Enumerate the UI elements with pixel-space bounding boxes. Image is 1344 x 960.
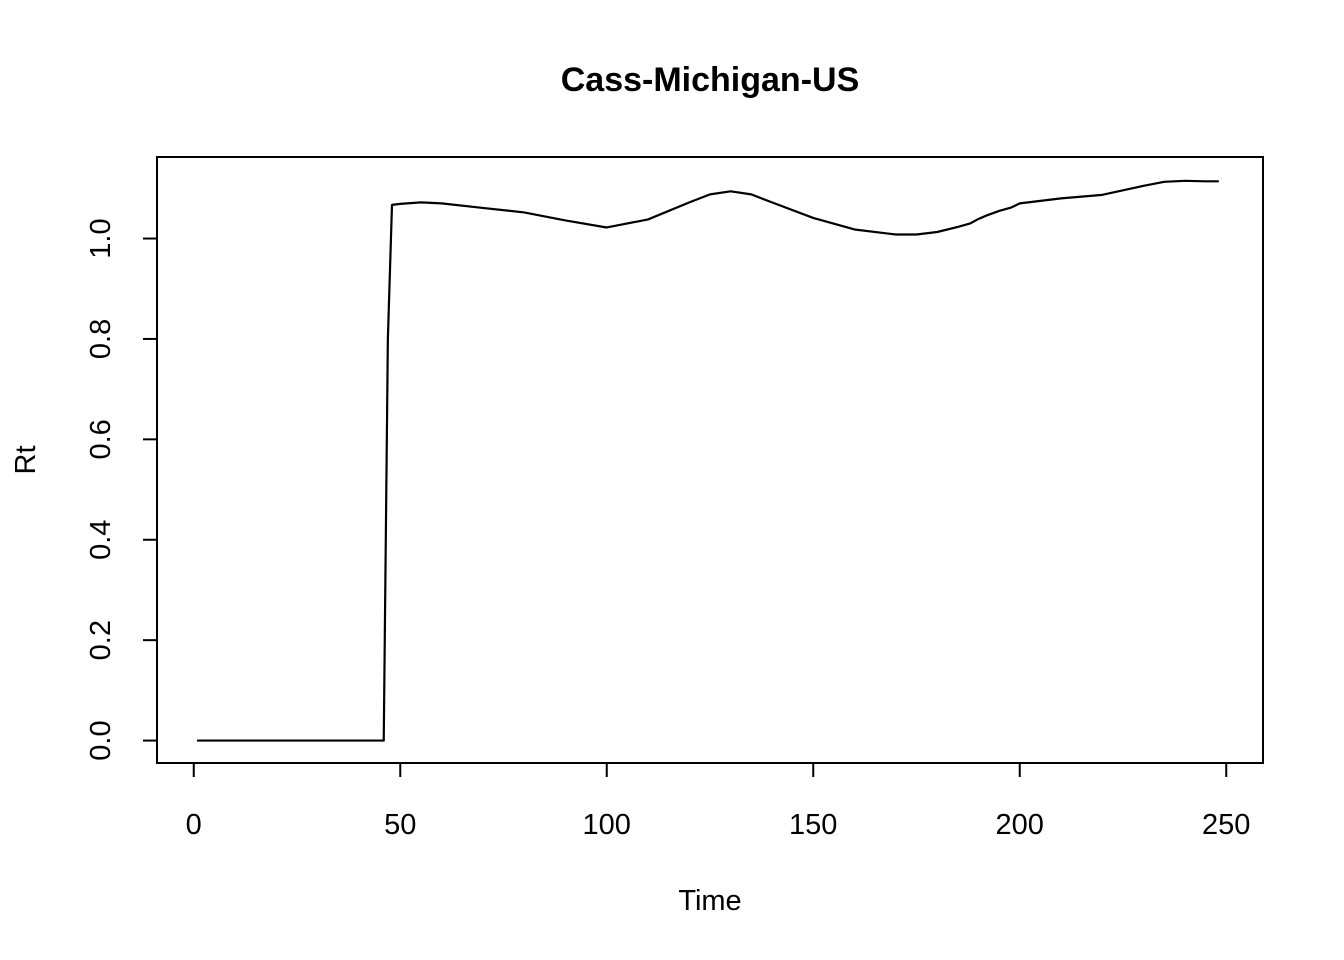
y-tick-label: 0.4 [85,520,117,560]
x-tick-label: 0 [186,809,202,841]
x-tick-label: 200 [996,809,1044,841]
y-tick-label: 0.8 [85,319,117,359]
chart-title: Cass-Michigan-US [561,61,860,99]
x-tick-label: 250 [1202,809,1250,841]
x-axis: 0 50 100 150 200 250 [186,762,1250,841]
y-tick-label: 0.0 [85,720,117,760]
y-axis-label: Rt [10,446,42,475]
series-layer [196,179,1220,742]
y-tick-label: 1.0 [85,218,117,258]
y-tick-label: 0.2 [85,620,117,660]
series-line-rt [196,179,1220,742]
y-tick-label: 0.6 [85,419,117,459]
x-tick-label: 100 [583,809,631,841]
plot-frame [156,156,1264,764]
x-tick-label: 50 [384,809,416,841]
y-axis: 0.0 0.2 0.4 0.6 0.8 1.0 [85,218,158,761]
x-tick-label: 150 [789,809,837,841]
x-axis-label: Time [678,885,741,917]
